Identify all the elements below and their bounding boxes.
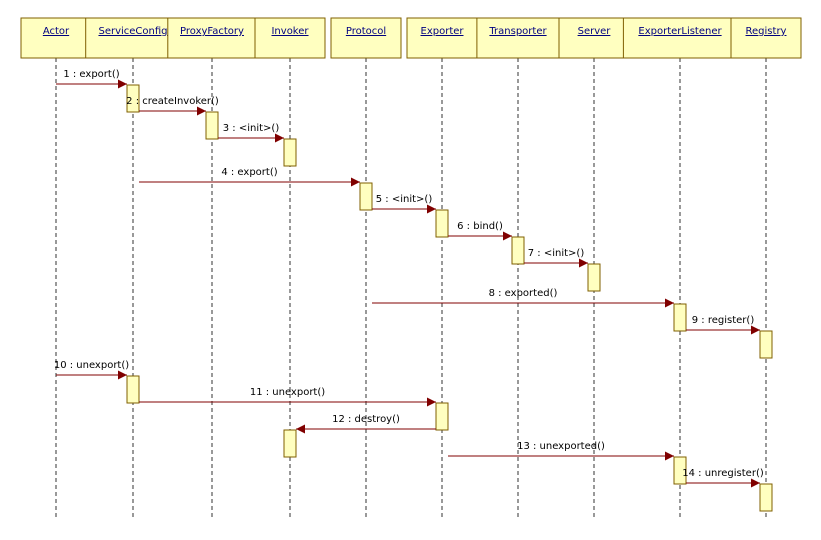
participant-name: ExporterListener (638, 26, 722, 37)
message-label: 4 : export() (221, 167, 277, 178)
activation (511, 236, 525, 265)
activation (673, 303, 687, 332)
message-label: 1 : export() (63, 69, 119, 80)
message-label: 3 : <init>() (223, 123, 280, 134)
participant-box (622, 17, 738, 59)
activation (283, 429, 297, 458)
participant-name: Invoker (271, 26, 309, 37)
activation (435, 402, 449, 431)
activation (673, 456, 687, 485)
participant-name: Transporter (488, 26, 547, 37)
message-label: 6 : bind() (457, 221, 503, 232)
message-label: 13 : unexported() (517, 441, 605, 452)
participant-box (85, 17, 181, 59)
participant-box (406, 17, 478, 59)
participant-box (730, 17, 802, 59)
message-label: 9 : register() (692, 315, 755, 326)
participant-name: Registry (746, 26, 787, 37)
message-label: 5 : <init>() (376, 194, 433, 205)
message-label: 12 : destroy() (332, 414, 400, 425)
activation (283, 138, 297, 167)
participant-box (254, 17, 326, 59)
activation (587, 263, 601, 292)
participant-name: Protocol (346, 26, 386, 37)
message-label: 10 : unexport() (54, 360, 129, 371)
participant-name: Actor (43, 26, 70, 37)
activation (205, 111, 219, 140)
participant-box (558, 17, 630, 59)
participant-name: Exporter (421, 26, 465, 37)
message-label: 2 : createInvoker() (126, 96, 219, 107)
activation (126, 84, 140, 113)
message-label: 11 : unexport() (250, 387, 325, 398)
participant-box (330, 17, 402, 59)
message-label: 7 : <init>() (528, 248, 585, 259)
participant-box (476, 17, 560, 59)
activation (435, 209, 449, 238)
message-label: 8 : exported() (489, 288, 558, 299)
message-label: 14 : unregister() (682, 468, 764, 479)
participant-name: Server (578, 26, 612, 37)
participant-box (167, 17, 257, 59)
participant-name: ProxyFactory (180, 26, 244, 37)
activation (759, 483, 773, 512)
participant-box (20, 17, 92, 59)
activation (759, 330, 773, 359)
activation (126, 375, 140, 404)
activation (359, 182, 373, 211)
participant-name: ServiceConfig (98, 26, 167, 37)
